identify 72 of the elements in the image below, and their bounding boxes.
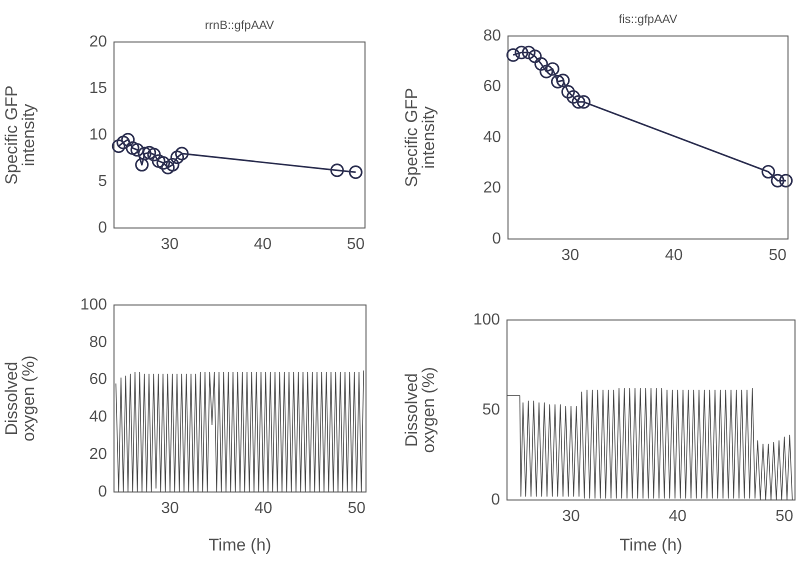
point	[152, 154, 166, 168]
x-tick-label: 30	[161, 500, 179, 518]
point	[126, 141, 140, 155]
y-tick-label: 50	[482, 401, 500, 418]
point	[166, 158, 180, 172]
y-tick-label: 60	[89, 371, 108, 388]
x-tick-label: 40	[254, 236, 272, 254]
point	[540, 64, 554, 78]
x-tick-label: 50	[775, 508, 794, 526]
point	[121, 132, 135, 146]
x-tick-label: 30	[160, 236, 179, 254]
y-tick-label: 0	[491, 491, 500, 508]
point	[534, 57, 548, 71]
y-axis-title: Dissolved oxygen (%)	[402, 367, 438, 453]
y-tick-label: 100	[80, 296, 108, 314]
y-tick-label: 100	[473, 311, 500, 328]
x-tick-label: 50	[348, 500, 366, 518]
chart-title: fis::gfpAAV	[618, 12, 678, 26]
point	[142, 146, 156, 160]
x-axis-title: Time (h)	[208, 535, 272, 554]
x-tick-label: 30	[562, 508, 580, 526]
point	[112, 139, 126, 153]
y-tick-label: 80	[483, 27, 502, 44]
y-tick-label: 20	[483, 180, 502, 197]
x-tick-label: 30	[561, 247, 580, 264]
point	[161, 160, 175, 174]
point	[572, 95, 586, 109]
point	[116, 136, 130, 150]
x-tick-label: 40	[254, 500, 272, 518]
point	[138, 146, 152, 160]
point	[576, 95, 591, 109]
point	[556, 74, 570, 88]
y-tick-label: 40	[89, 408, 108, 426]
point	[761, 164, 776, 179]
point	[175, 146, 189, 160]
point	[506, 48, 520, 62]
y-tick-label: 20	[89, 446, 108, 464]
point	[546, 62, 560, 76]
point	[514, 46, 528, 60]
y-tick-label: 0	[98, 219, 108, 236]
x-axis-title: Time (h)	[620, 535, 682, 554]
y-tick-label: 80	[89, 334, 108, 351]
point	[330, 164, 344, 178]
point	[170, 150, 184, 164]
y-axis-title: Specific GFP intensity	[402, 88, 438, 188]
chart-title: rrnB::gfpAAV	[204, 18, 276, 32]
y-tick-label: 0	[492, 230, 502, 248]
y-tick-label: 15	[89, 80, 108, 97]
x-tick-label: 50	[346, 236, 365, 254]
y-axis-title: Specific GFP intensity	[2, 85, 38, 185]
x-tick-label: 50	[768, 247, 787, 264]
point	[550, 74, 565, 88]
point	[522, 46, 536, 60]
point	[147, 148, 161, 162]
y-tick-label: 0	[98, 483, 108, 500]
point	[561, 85, 575, 99]
y-tick-label: 5	[98, 172, 108, 190]
point	[770, 174, 784, 188]
point	[135, 158, 149, 172]
y-tick-label: 40	[483, 128, 502, 146]
point	[779, 174, 793, 188]
point	[528, 50, 542, 64]
point	[566, 90, 580, 104]
y-tick-label: 60	[483, 78, 502, 96]
x-tick-label: 40	[665, 247, 683, 264]
point	[130, 143, 144, 157]
point	[348, 165, 363, 179]
y-axis-title: Dissolved oxygen (%)	[2, 356, 38, 442]
y-tick-label: 10	[89, 126, 108, 144]
point	[156, 156, 170, 170]
x-tick-label: 40	[668, 508, 687, 526]
y-tick-label: 20	[89, 33, 108, 50]
